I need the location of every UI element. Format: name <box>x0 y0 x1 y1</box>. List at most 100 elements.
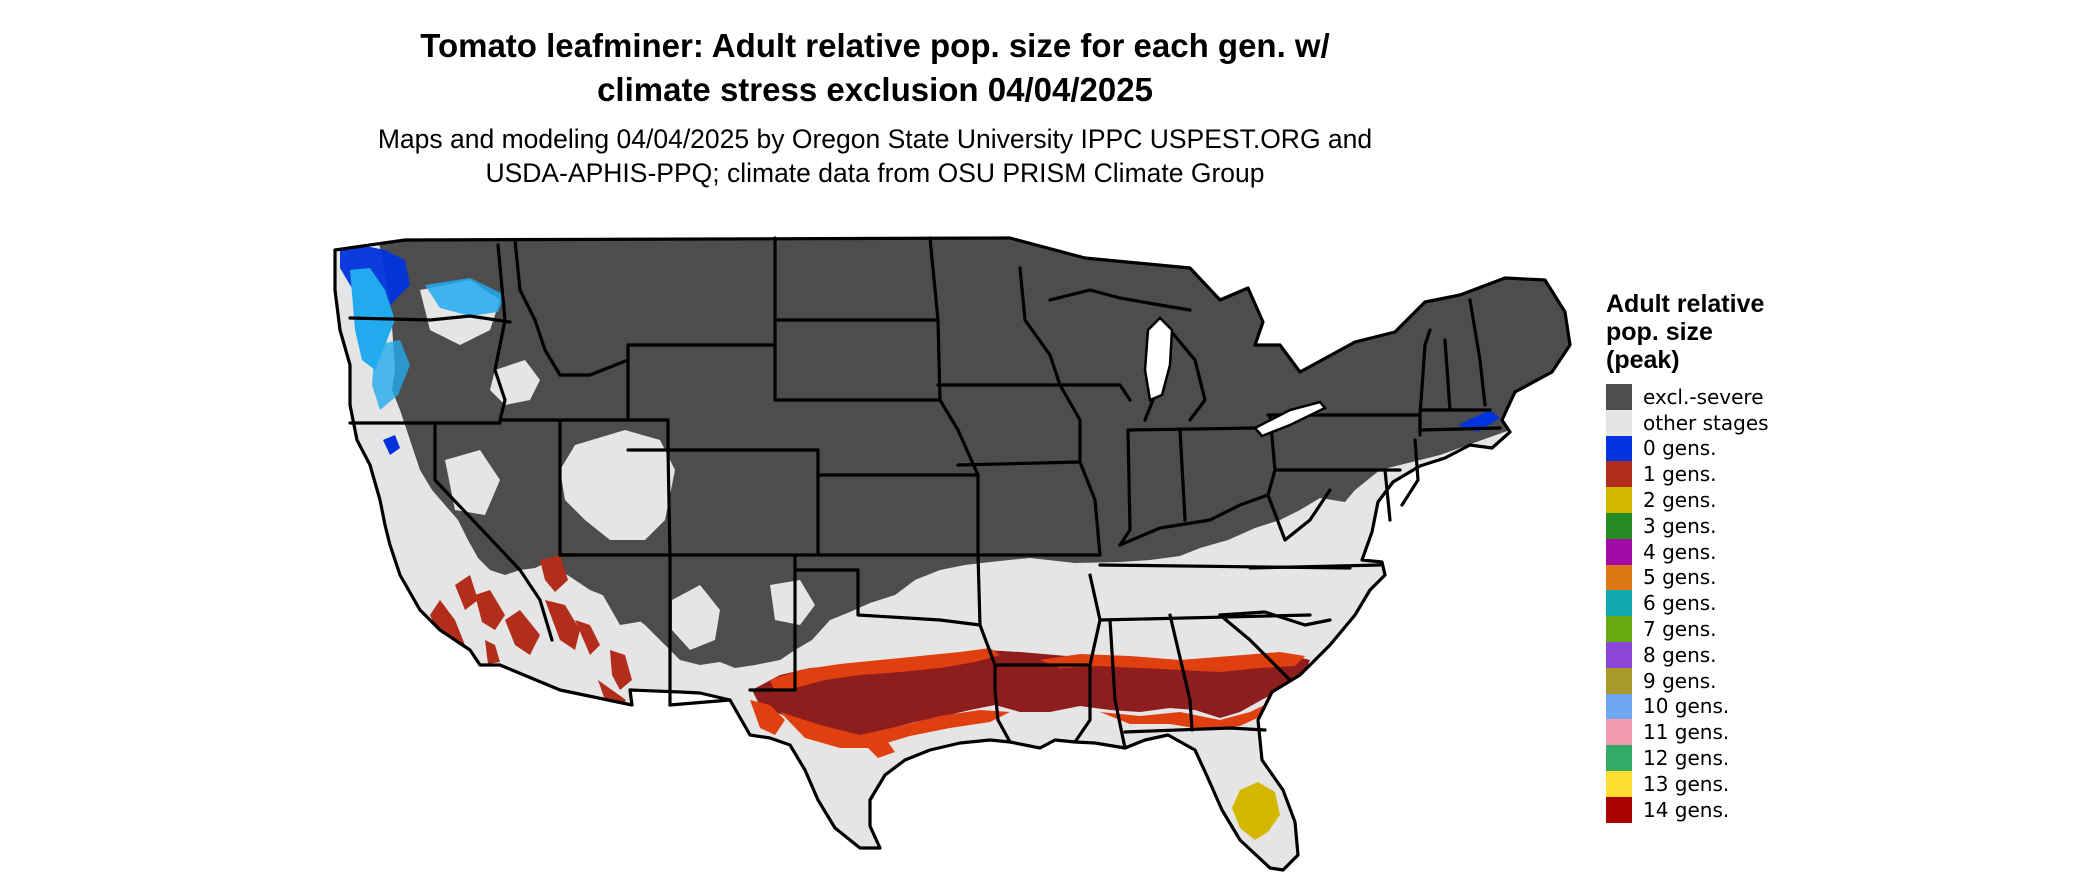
border-in-oh <box>1178 428 1187 522</box>
legend-item: 0 gens. <box>1606 435 1886 462</box>
border-ne-ia <box>938 398 980 477</box>
border-nd-mn <box>928 236 942 402</box>
legend-label: 8 gens. <box>1643 642 1717 667</box>
legend-title-line-1: Adult relative <box>1606 290 1765 318</box>
lake-erie <box>1253 400 1327 438</box>
other-patch-nv <box>445 450 500 515</box>
legend-label: 12 gens. <box>1643 746 1730 771</box>
legend-label: 9 gens. <box>1643 668 1717 693</box>
lake-superior-shore <box>1048 288 1192 312</box>
one-gen-belt-bright-east <box>1040 652 1305 672</box>
legend-title-line-2: pop. size <box>1606 318 1713 346</box>
legend-title-line-3: (peak) <box>1606 346 1680 374</box>
legend-swatch <box>1606 693 1632 720</box>
legend-swatch <box>1606 538 1632 565</box>
border-nm-tx <box>668 553 797 707</box>
map-title-line-2: climate stress exclusion 04/04/2025 <box>597 71 1153 108</box>
border-mn-wi <box>1018 266 1062 387</box>
zero-gen-ca <box>383 435 400 455</box>
border-ok-tx <box>793 568 982 627</box>
legend-item: 11 gens. <box>1606 719 1886 746</box>
zero-gen-light-or <box>372 340 410 410</box>
legend-swatch <box>1606 435 1632 462</box>
legend-item: 4 gens. <box>1606 538 1886 565</box>
legend-label: 14 gens. <box>1643 797 1730 822</box>
border-sd-ne <box>773 343 942 402</box>
border-ms-al <box>1108 618 1127 750</box>
border-md-de <box>1383 468 1392 522</box>
legend-item: 1 gens. <box>1606 461 1886 488</box>
border-ks-mo <box>976 473 982 627</box>
map-title-line-1: Tomato leafminer: Adult relative pop. si… <box>420 27 1330 64</box>
legend-swatch <box>1606 796 1632 823</box>
legend-item: 7 gens. <box>1606 616 1886 642</box>
border-ia-mo <box>956 460 1082 467</box>
border-ky-in-oh <box>1118 493 1270 547</box>
map-subtitle: Maps and modeling 04/04/2025 by Oregon S… <box>300 122 1450 190</box>
one-gen-belt-bright-southeast <box>1100 700 1275 730</box>
legend-label: 5 gens. <box>1643 565 1717 590</box>
legend-label: 3 gens. <box>1643 513 1717 538</box>
border-ny-vt <box>1418 328 1432 417</box>
legend-label: 0 gens. <box>1643 436 1717 461</box>
other-patch-newmexico <box>672 585 720 650</box>
one-gen-belt-bright-south <box>780 710 1010 748</box>
legend-swatch <box>1606 384 1632 410</box>
excluded-patch-az <box>600 585 660 625</box>
border-ga-fl <box>1123 726 1267 734</box>
legend-swatch <box>1606 719 1632 746</box>
legend-item: 10 gens. <box>1606 693 1886 720</box>
legend-item: 12 gens. <box>1606 745 1886 771</box>
map-subtitle-line-1: Maps and modeling 04/04/2025 by Oregon S… <box>377 124 1373 154</box>
border-la-tx <box>993 688 1012 744</box>
border-vt-nh <box>1443 338 1452 412</box>
legend-item: 14 gens. <box>1606 796 1886 823</box>
zero-gen-light-cascades <box>425 278 505 316</box>
border-ma-ct <box>1418 426 1502 432</box>
legend-item: excl.-severe <box>1606 384 1886 410</box>
border-al-ga <box>1168 613 1194 732</box>
border-va-nc <box>1248 563 1382 570</box>
legend-swatch <box>1606 487 1632 513</box>
border-id-west <box>493 243 507 422</box>
other-patch-great-basin <box>560 430 675 540</box>
border-wi-mi <box>1058 383 1132 402</box>
legend-label: 4 gens. <box>1643 539 1717 564</box>
legend-swatch <box>1606 616 1632 642</box>
zero-gen-ne <box>1458 410 1500 432</box>
other-patch-co-plains <box>770 580 815 625</box>
legend-label: 11 gens. <box>1643 720 1730 745</box>
border-id-mt <box>513 238 630 377</box>
legend-label: 6 gens. <box>1643 591 1717 616</box>
legend-swatch <box>1606 512 1632 539</box>
legend-swatch <box>1606 590 1632 617</box>
border-nh-me <box>1468 298 1487 407</box>
us-outline <box>333 236 1572 872</box>
border-il-in <box>1118 428 1132 547</box>
border-ga-sc <box>1218 613 1292 682</box>
legend-items: excl.-severe other stages 0 gens. 1 gens. 2 … <box>1606 384 1886 823</box>
legend-label: 13 gens. <box>1643 771 1730 796</box>
two-gen-florida <box>1232 782 1280 840</box>
map-subtitle-line-2: USDA-APHIS-PPQ; climate data from OSU PR… <box>485 158 1265 188</box>
legend-label: 2 gens. <box>1643 488 1717 513</box>
one-gen-belt-bright-north <box>770 648 1000 692</box>
border-ia-il <box>1058 383 1082 464</box>
lake-michigan <box>1143 316 1174 402</box>
border-wa-or <box>348 314 512 324</box>
legend-label: 1 gens. <box>1643 462 1717 487</box>
border-nc-sc <box>1218 610 1332 627</box>
legend-swatch <box>1606 461 1632 488</box>
legend-label: 10 gens. <box>1643 694 1730 719</box>
legend-item: 6 gens. <box>1606 590 1886 617</box>
legend-item: 3 gens. <box>1606 512 1886 539</box>
map-title: Tomato leafminer: Adult relative pop. si… <box>300 24 1450 112</box>
legend-swatch <box>1606 409 1632 436</box>
legend-item: 9 gens. <box>1606 667 1886 694</box>
legend-item: 2 gens. <box>1606 487 1886 513</box>
legend-label: excl.-severe <box>1643 384 1764 409</box>
one-gen-southwest <box>430 555 632 710</box>
legend-title: Adult relative pop. size (peak) <box>1606 290 1886 374</box>
legend-swatch <box>1606 564 1632 591</box>
